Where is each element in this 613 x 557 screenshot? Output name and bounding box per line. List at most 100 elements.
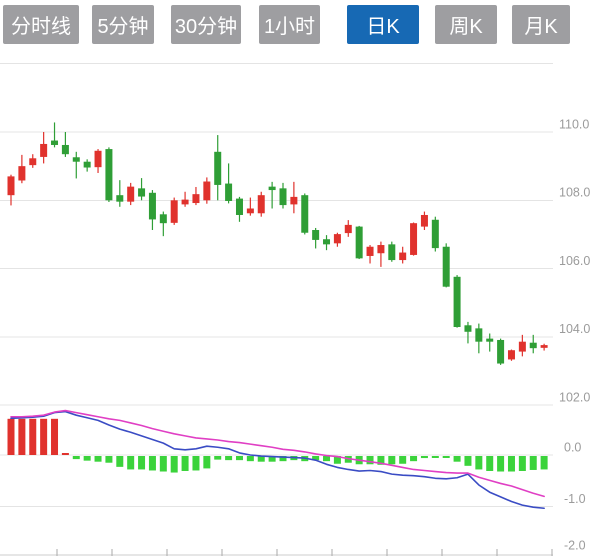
macd-histogram-bar <box>540 456 548 470</box>
candle-body <box>138 188 146 197</box>
macd-histogram-bar <box>410 456 418 462</box>
macd-histogram-bar <box>529 456 537 470</box>
candle-body <box>464 325 472 332</box>
candle-body <box>214 151 222 185</box>
candle-body <box>51 140 59 145</box>
candle-body <box>127 186 135 202</box>
candle-body <box>323 239 331 245</box>
tab-daily-k[interactable]: 日K <box>347 5 419 44</box>
macd-histogram-bar <box>377 456 385 465</box>
macd-histogram-bar <box>431 456 439 458</box>
macd-histogram-bar <box>116 456 124 467</box>
macd-histogram-bar <box>323 456 331 462</box>
macd-histogram-bar <box>366 456 374 465</box>
candle-body <box>529 342 537 349</box>
macd-histogram-bar <box>192 456 200 471</box>
candle-body <box>497 339 505 364</box>
macd-histogram-bar <box>127 456 135 470</box>
candle-body <box>181 199 189 205</box>
tab-monthly-k[interactable]: 月K <box>512 5 570 44</box>
macd-histogram-bar <box>507 456 515 472</box>
price-axis-label: 104.0 <box>559 322 590 336</box>
macd-histogram-bar <box>148 456 156 471</box>
candle-body <box>442 246 450 287</box>
macd-histogram-bar <box>235 456 243 461</box>
candle-body <box>29 158 37 166</box>
candle-body <box>410 223 418 255</box>
candle-body <box>420 214 428 227</box>
candle-body <box>540 345 548 348</box>
price-axis-label: 110.0 <box>559 117 589 131</box>
macd-histogram-bar <box>105 456 113 463</box>
macd-histogram-bar <box>486 456 494 471</box>
macd-histogram-bar <box>40 418 48 455</box>
tab-timeline[interactable]: 分时线 <box>3 5 79 44</box>
candle-body <box>431 219 439 249</box>
macd-histogram-bar <box>83 456 91 461</box>
macd-histogram-bar <box>399 456 407 464</box>
candle-body <box>72 157 80 162</box>
macd-histogram-bar <box>333 456 341 464</box>
macd-axis-label: -1.0 <box>564 492 586 506</box>
candle-body <box>279 188 287 206</box>
candle-body <box>40 143 48 157</box>
candle-body <box>192 194 200 204</box>
macd-histogram-bar <box>518 456 526 471</box>
tab-1hour[interactable]: 1小时 <box>259 5 320 44</box>
dif-line <box>10 410 545 510</box>
candle-body <box>366 246 374 256</box>
candle-body <box>399 252 407 261</box>
candle-body <box>246 208 254 214</box>
candle-body <box>159 214 167 224</box>
macd-histogram-bar <box>51 418 59 455</box>
macd-axis-label: 0.0 <box>564 440 581 454</box>
candle-body <box>94 150 102 168</box>
macd-histogram-bar <box>225 456 233 461</box>
candle-body <box>203 181 211 201</box>
macd-histogram-bar <box>138 456 146 470</box>
candle-body <box>7 176 15 196</box>
macd-axis-label: -2.0 <box>564 538 586 552</box>
candle-body <box>148 192 156 220</box>
candle-body <box>105 149 113 201</box>
price-axis-label: 106.0 <box>559 254 590 268</box>
macd-histogram-bar <box>453 456 461 462</box>
candle-body <box>83 161 91 168</box>
price-axis-label: 102.0 <box>559 390 590 404</box>
macd-histogram-bar <box>312 456 320 461</box>
macd-histogram-bar <box>203 456 211 469</box>
macd-histogram-bar <box>170 456 178 473</box>
tab-30min[interactable]: 30分钟 <box>171 5 241 44</box>
macd-histogram-bar <box>159 456 167 472</box>
candle-body <box>518 341 526 352</box>
macd-histogram-bar <box>94 456 102 462</box>
macd-histogram-bar <box>420 456 428 459</box>
macd-histogram-bar <box>181 456 189 471</box>
macd-histogram-bar <box>257 456 265 462</box>
candle-body <box>333 234 341 244</box>
candle-body <box>301 195 309 233</box>
macd-histogram-bar <box>497 456 505 472</box>
candle-body <box>355 226 363 259</box>
price-axis-label: 108.0 <box>559 186 590 200</box>
macd-histogram-bar <box>61 453 69 455</box>
candle-body <box>475 328 483 342</box>
macd-histogram-bar <box>72 456 80 460</box>
macd-histogram-bar <box>464 456 472 466</box>
tab-5min[interactable]: 5分钟 <box>92 5 154 44</box>
candle-body <box>486 338 494 342</box>
candle-body <box>377 245 385 254</box>
candle-body <box>235 198 243 215</box>
candle-body <box>225 183 233 201</box>
candle-body <box>453 276 461 327</box>
macd-histogram-bar <box>442 456 450 458</box>
candle-body <box>312 230 320 240</box>
macd-histogram-bar <box>388 456 396 465</box>
tab-weekly-k[interactable]: 周K <box>435 5 497 44</box>
interval-toolbar: 分时线 5分钟 30分钟 1小时 日K 周K 月K <box>3 5 570 44</box>
candle-body <box>507 350 515 360</box>
candle-body <box>18 166 26 181</box>
macd-histogram-bar <box>246 456 254 462</box>
